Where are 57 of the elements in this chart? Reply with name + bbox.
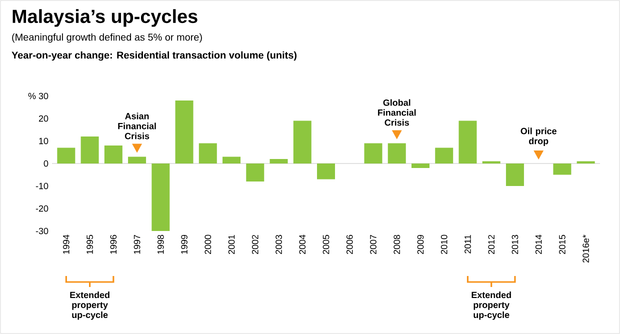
x-tick-label: 1996 <box>110 234 117 254</box>
x-tick-label: 2007 <box>370 234 376 254</box>
annotation: Global Financial Crisis <box>378 99 416 126</box>
bar <box>246 164 264 182</box>
annotation: Asian Financial Crisis <box>118 112 156 140</box>
y-tick-label: 20 <box>38 115 48 122</box>
x-tick-label: 2012 <box>488 234 495 254</box>
x-tick-label: 2008 <box>394 234 400 254</box>
x-tick-label: 2011 <box>464 234 471 254</box>
y-axis-title: Year-on-year change: Residential transaction volume (units) <box>12 51 296 61</box>
y-tick-label: 10 <box>39 138 48 144</box>
bar <box>553 164 572 175</box>
bar <box>411 164 430 168</box>
y-tick-label: % 30 <box>28 92 48 100</box>
annotation: Extended property up-cycle <box>70 292 110 320</box>
bar <box>458 120 477 164</box>
bar <box>80 136 99 164</box>
bar <box>128 156 146 164</box>
x-tick-label: 2013 <box>512 234 518 254</box>
x-tick-label: 2010 <box>440 234 448 254</box>
bar <box>270 159 288 164</box>
x-tick-label: 2002 <box>252 234 258 254</box>
annotation: Oil price drop <box>520 128 556 146</box>
y-tick-label: -10 <box>36 182 48 190</box>
x-tick-label: 2006 <box>346 234 353 254</box>
y-tick-label: 0 <box>44 160 48 167</box>
x-tick-label: 2001 <box>228 234 235 254</box>
x-tick-label: 2014 <box>535 234 542 254</box>
x-tick-label: 2015 <box>559 234 566 254</box>
x-tick-label: 2016e* <box>582 234 590 262</box>
bar <box>435 148 454 164</box>
bar <box>317 164 336 180</box>
bar <box>388 143 406 164</box>
y-tick-label: -20 <box>36 205 48 212</box>
chart-subtitle: (Meaningful growth defined as 5% or more) <box>12 33 202 43</box>
bar <box>222 156 241 164</box>
x-tick-label: 1997 <box>134 234 140 254</box>
x-tick-label: 1998 <box>157 234 164 254</box>
bar <box>198 143 217 164</box>
chart-title: Malaysia’s up-cycles <box>12 9 198 27</box>
bar <box>506 164 524 186</box>
annotation: Extended property up-cycle <box>472 292 511 320</box>
bar <box>293 120 312 164</box>
x-tick-label: 1994 <box>62 234 70 254</box>
bar <box>57 148 76 164</box>
x-tick-label: 2005 <box>322 234 330 254</box>
x-tick-label: 2000 <box>204 234 212 254</box>
x-tick-label: 2003 <box>276 234 282 254</box>
y-tick-label: -30 <box>36 228 48 234</box>
bar <box>364 143 382 164</box>
bar <box>152 164 170 231</box>
x-tick-label: 1999 <box>181 234 188 254</box>
x-tick-label: 2004 <box>299 234 306 254</box>
x-tick-label: 2009 <box>417 234 424 254</box>
bar <box>175 100 194 164</box>
x-tick-label: 1995 <box>86 234 93 254</box>
bar <box>104 146 122 164</box>
